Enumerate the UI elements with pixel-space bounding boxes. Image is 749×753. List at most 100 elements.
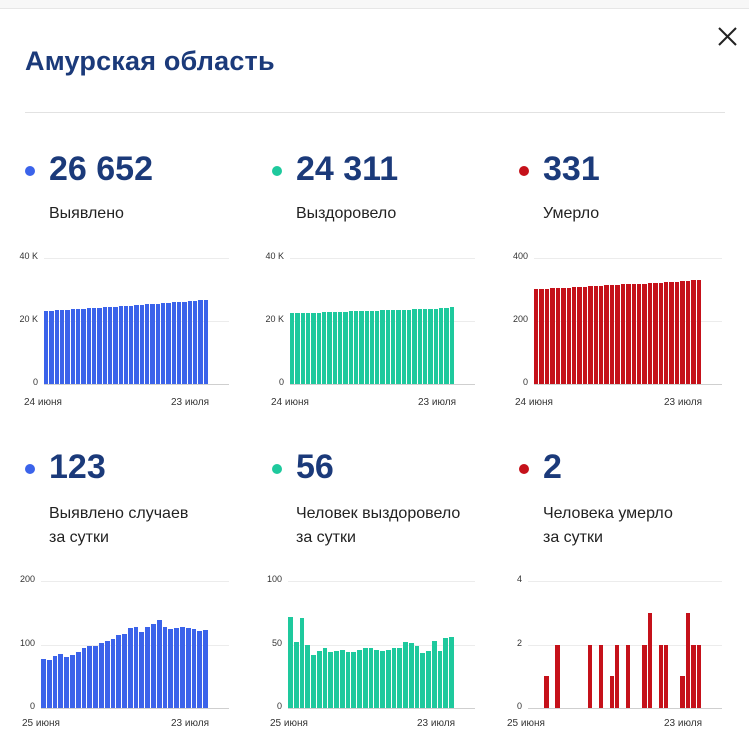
bar[interactable] (118, 306, 123, 384)
bar[interactable] (359, 311, 364, 384)
bar[interactable] (166, 302, 171, 384)
bar[interactable] (122, 633, 127, 708)
bar[interactable] (625, 644, 631, 708)
bar[interactable] (168, 629, 174, 708)
bar[interactable] (288, 616, 293, 708)
bar[interactable] (391, 310, 396, 384)
bar[interactable] (615, 644, 620, 708)
bar[interactable] (171, 302, 177, 384)
bar[interactable] (539, 288, 544, 384)
bar[interactable] (52, 655, 58, 708)
bar[interactable] (322, 648, 328, 708)
bar[interactable] (65, 309, 70, 384)
bar[interactable] (658, 282, 664, 384)
bar[interactable] (127, 627, 133, 708)
bar[interactable] (97, 307, 102, 384)
bar[interactable] (369, 310, 375, 384)
bar[interactable] (396, 309, 401, 384)
bar[interactable] (334, 650, 339, 708)
bar[interactable] (588, 286, 593, 384)
bar[interactable] (362, 648, 368, 708)
bar[interactable] (426, 650, 431, 708)
bar[interactable] (401, 309, 407, 384)
bar[interactable] (70, 309, 75, 384)
bar[interactable] (129, 305, 134, 384)
bar[interactable] (150, 304, 155, 384)
bar[interactable] (620, 284, 626, 384)
bar[interactable] (180, 626, 185, 708)
bar[interactable] (49, 310, 54, 384)
bar[interactable] (110, 638, 116, 708)
bar[interactable] (428, 308, 433, 384)
bar[interactable] (345, 652, 351, 708)
bar[interactable] (444, 307, 449, 384)
bar[interactable] (437, 650, 443, 708)
bar[interactable] (41, 659, 46, 708)
bar[interactable] (449, 636, 454, 708)
bar[interactable] (321, 312, 327, 384)
bar[interactable] (185, 627, 191, 708)
bar[interactable] (69, 654, 75, 708)
bar[interactable] (368, 648, 374, 708)
bar[interactable] (577, 286, 582, 384)
bar[interactable] (658, 644, 663, 708)
bar[interactable] (636, 283, 642, 384)
bar[interactable] (343, 311, 348, 384)
bar[interactable] (433, 308, 439, 384)
bar[interactable] (407, 309, 412, 384)
bar[interactable] (332, 311, 337, 384)
bar[interactable] (300, 313, 305, 384)
bar[interactable] (316, 312, 321, 384)
bar[interactable] (59, 310, 65, 384)
bar[interactable] (81, 308, 86, 384)
bar[interactable] (680, 281, 685, 384)
bar[interactable] (598, 644, 604, 708)
bar[interactable] (145, 304, 150, 384)
bar[interactable] (534, 288, 539, 384)
bar[interactable] (161, 303, 166, 384)
bar[interactable] (139, 304, 145, 384)
bar[interactable] (685, 281, 691, 384)
bar[interactable] (98, 642, 104, 708)
bar[interactable] (599, 285, 604, 384)
bar[interactable] (113, 306, 118, 384)
bar[interactable] (412, 309, 417, 384)
bar[interactable] (87, 645, 93, 708)
bar[interactable] (420, 653, 426, 708)
bar[interactable] (86, 308, 91, 384)
bar[interactable] (104, 641, 110, 708)
bar[interactable] (337, 311, 343, 384)
bar[interactable] (162, 626, 168, 708)
bar[interactable] (155, 303, 161, 384)
bar[interactable] (609, 285, 615, 384)
bar[interactable] (351, 652, 357, 708)
bar[interactable] (182, 301, 187, 384)
bar[interactable] (290, 313, 295, 384)
bar[interactable] (431, 640, 437, 708)
bar[interactable] (348, 311, 353, 384)
bar[interactable] (414, 645, 420, 708)
bar[interactable] (311, 654, 316, 708)
bar[interactable] (642, 644, 647, 708)
bar[interactable] (293, 641, 299, 708)
bar[interactable] (191, 628, 197, 708)
bar[interactable] (151, 623, 156, 708)
bar[interactable] (663, 644, 669, 708)
bar[interactable] (609, 676, 614, 708)
bar[interactable] (116, 634, 122, 708)
bar[interactable] (417, 309, 423, 384)
bar[interactable] (139, 631, 145, 708)
bar[interactable] (615, 284, 620, 384)
bar[interactable] (691, 644, 696, 708)
bar[interactable] (408, 643, 414, 708)
bar[interactable] (54, 310, 59, 384)
bar[interactable] (380, 310, 385, 384)
bar[interactable] (669, 281, 674, 384)
bar[interactable] (134, 305, 139, 384)
bar[interactable] (391, 648, 397, 708)
bar[interactable] (544, 676, 549, 708)
bar[interactable] (133, 626, 139, 708)
bar[interactable] (305, 644, 311, 708)
bar[interactable] (64, 657, 69, 708)
bar[interactable] (397, 648, 403, 708)
